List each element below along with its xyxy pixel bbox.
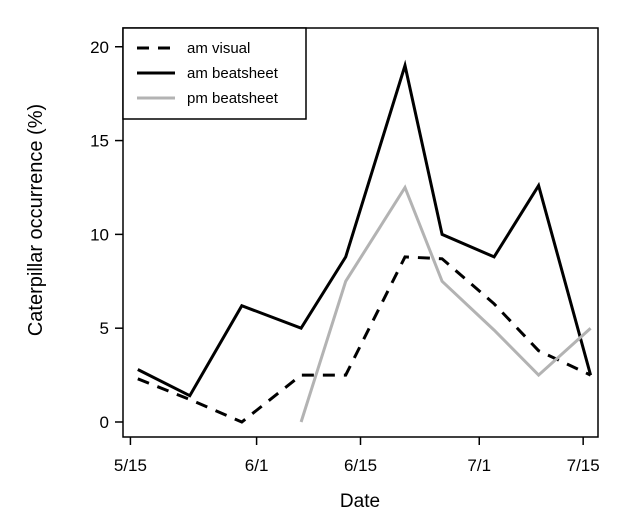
x-tick-label: 6/1 (245, 456, 269, 475)
legend: am visual am beatsheet pm beatsheet (122, 27, 307, 120)
x-axis-title: Date (340, 491, 380, 512)
x-tick-label: 7/15 (567, 456, 600, 475)
series-line-am-visual (137, 255, 592, 424)
x-tick-label: 5/15 (114, 456, 147, 475)
series-line-am-beatsheet (137, 59, 593, 398)
x-tick-label: 6/15 (344, 456, 377, 475)
y-tick-label: 20 (90, 38, 109, 57)
y-tick-label: 0 (100, 413, 109, 432)
y-tick-label: 15 (90, 132, 109, 151)
legend-label: am beatsheet (187, 65, 279, 82)
x-tick-label: 7/1 (467, 456, 491, 475)
tick-marks: 0 5 10 15 20 5/15 6/1 6/15 7/1 7/15 (90, 38, 600, 475)
y-axis-title: Caterpillar occurrence (%) (25, 104, 47, 336)
series-lines (137, 59, 593, 424)
y-tick-label: 5 (100, 319, 109, 338)
legend-label: pm beatsheet (187, 90, 279, 107)
legend-label: am visual (187, 40, 250, 57)
y-tick-label: 10 (90, 225, 109, 244)
series-line-pm-beatsheet (299, 184, 592, 423)
